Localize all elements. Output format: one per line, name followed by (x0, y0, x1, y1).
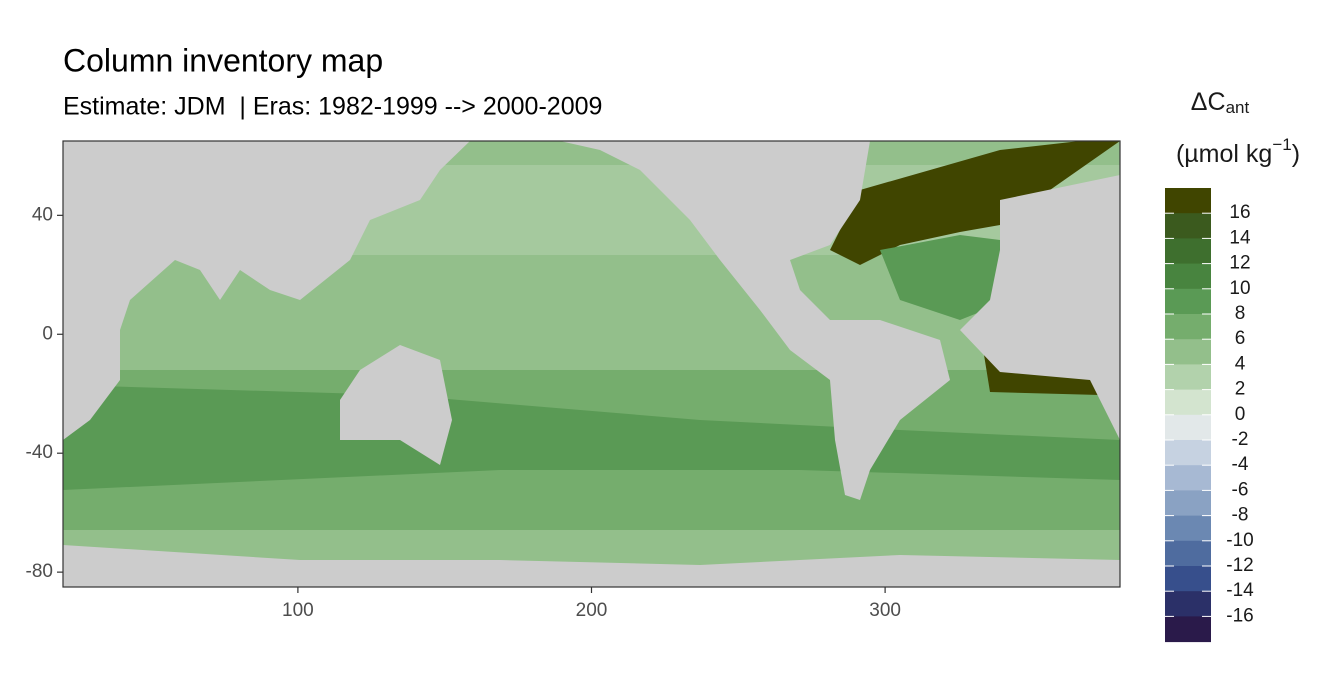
legend-swatch (1165, 213, 1211, 239)
legend-swatch (1165, 188, 1211, 214)
legend-swatch (1165, 616, 1211, 643)
legend-swatch (1165, 389, 1211, 416)
legend-title-sub: ant (1226, 98, 1250, 117)
legend-unit-main: (µmol kg (1176, 140, 1272, 168)
legend-label: -6 (1232, 479, 1249, 500)
legend-swatch (1165, 591, 1211, 617)
legend-label: -16 (1226, 605, 1253, 626)
legend-swatch (1165, 263, 1211, 290)
legend-swatch (1165, 540, 1211, 567)
land (960, 175, 1120, 440)
legend-unit-sup: −1 (1272, 135, 1291, 154)
y-tick-label: 40 (32, 204, 53, 225)
legend-swatch (1165, 414, 1211, 441)
y-tick-label: 0 (42, 323, 53, 344)
y-tick-label: -40 (26, 442, 53, 463)
x-tick-label: 200 (576, 600, 608, 621)
legend-unit-close: ) (1292, 140, 1300, 168)
legend-swatch (1165, 465, 1211, 491)
legend-swatch (1165, 515, 1211, 542)
legend-label: 4 (1235, 353, 1246, 374)
legend-swatch (1165, 440, 1211, 466)
land (63, 545, 1120, 587)
x-tick-label: 100 (282, 600, 314, 621)
legend-label: 12 (1229, 253, 1250, 274)
legend-title-main: ΔC (1191, 88, 1226, 116)
legend-label: 14 (1229, 227, 1251, 248)
legend-label: -8 (1232, 505, 1249, 526)
ocean-high (830, 141, 1120, 265)
ocean-band (880, 235, 1010, 320)
legend-swatch (1165, 566, 1211, 592)
land (340, 345, 452, 465)
x-tick-label: 300 (869, 600, 901, 621)
legend-label: -10 (1226, 530, 1253, 551)
y-tick-label: -80 (26, 561, 53, 582)
legend-unit: (µmol kg−1) (1176, 135, 1300, 167)
legend-title: ΔCant (1191, 88, 1250, 118)
legend-swatch (1165, 490, 1211, 517)
legend-swatch (1165, 288, 1211, 315)
legend-label: 6 (1235, 328, 1246, 349)
map-panel (62, 140, 1121, 588)
legend-label: 10 (1229, 278, 1250, 299)
legend-swatch (1165, 339, 1211, 365)
legend-swatch (1165, 364, 1211, 391)
legend-label: -2 (1232, 429, 1249, 450)
legend-label: 0 (1235, 404, 1246, 425)
legend-label: -4 (1232, 454, 1249, 475)
legend-swatch (1165, 314, 1211, 340)
land (560, 141, 950, 500)
legend-label: 2 (1235, 379, 1246, 400)
legend-swatch (1165, 238, 1211, 265)
chart-title: Column inventory map (63, 42, 383, 78)
legend-label: 8 (1235, 303, 1246, 324)
chart-subtitle: Estimate: JDM | Eras: 1982-1999 --> 2000… (63, 93, 602, 121)
land (63, 141, 470, 440)
legend-label: -14 (1226, 580, 1254, 601)
legend-label: 16 (1229, 202, 1250, 223)
legend-label: -12 (1226, 555, 1253, 576)
